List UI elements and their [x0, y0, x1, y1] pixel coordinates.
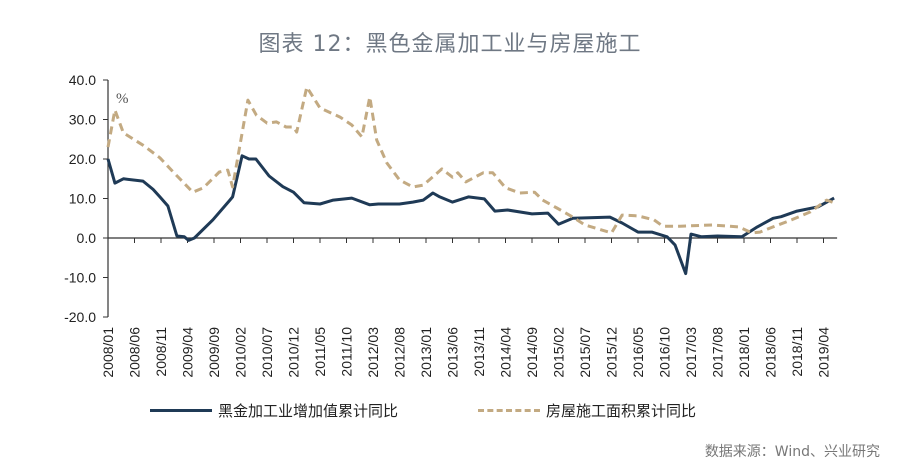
- x-tick-label: 2017/03: [683, 327, 699, 378]
- legend-label: 黑金加工业增加值累计同比: [218, 402, 399, 420]
- data-source-note: 数据来源：Wind、兴业研究: [704, 444, 880, 460]
- y-tick-label: -20.0: [64, 309, 96, 325]
- x-tick-label: 2016/10: [657, 327, 673, 378]
- y-tick-label: 20.0: [69, 151, 96, 167]
- legend-label: 房屋施工面积累计同比: [546, 402, 697, 420]
- legend-swatch-solid: [150, 409, 212, 412]
- x-tick-label: 2008/01: [100, 327, 116, 378]
- x-tick-label: 2013/06: [445, 327, 461, 378]
- x-tick-label: 2018/11: [789, 327, 805, 377]
- x-tick-label: 2015/07: [577, 327, 593, 378]
- series-line-ferrous-metal-value-added: [106, 154, 835, 276]
- legend: 黑金加工业增加值累计同比 房屋施工面积累计同比: [0, 400, 900, 422]
- y-tick-label: 10.0: [69, 191, 96, 207]
- x-tick-label: 2014/04: [498, 327, 514, 378]
- y-tick-label: 40.0: [69, 72, 96, 88]
- x-tick-label: 2010/12: [286, 327, 302, 378]
- x-tick-label: 2019/04: [816, 327, 832, 378]
- x-tick-label: 2015/02: [551, 327, 567, 378]
- x-tick-label: 2016/05: [630, 327, 646, 378]
- chart-title: 图表 12：黑色金属加工业与房屋施工: [258, 32, 642, 57]
- x-tick-label: 2015/12: [604, 327, 620, 378]
- x-tick-label: 2012/03: [365, 327, 381, 378]
- y-tick-label: -10.0: [64, 270, 96, 286]
- x-tick-label: 2008/06: [127, 327, 143, 378]
- x-tick-label: 2011/05: [312, 327, 328, 377]
- series-line-floor-space-under-construction: [106, 85, 835, 235]
- y-tick-label: 30.0: [69, 112, 96, 128]
- x-tick-label: 2009/04: [180, 327, 196, 378]
- y-axis-unit-label: %: [116, 91, 129, 107]
- legend-item-construction: 房屋施工面积累计同比: [478, 400, 696, 421]
- x-tick-label: 2018/06: [763, 327, 779, 378]
- legend-swatch-dashed: [478, 409, 540, 412]
- x-tick-label: 2018/01: [736, 327, 752, 378]
- y-tick-label: 0.0: [77, 230, 97, 246]
- x-tick-label: 2013/11: [471, 327, 487, 377]
- x-tick-label: 2008/11: [153, 327, 169, 377]
- legend-item-ferrous: 黑金加工业增加值累计同比: [150, 400, 398, 421]
- x-tick-label: 2014/09: [524, 327, 540, 378]
- x-tick-label: 2012/08: [392, 327, 408, 378]
- x-tick-label: 2013/01: [418, 327, 434, 378]
- x-tick-label: 2011/10: [339, 327, 355, 377]
- x-tick-label: 2010/02: [233, 327, 249, 378]
- x-tick-label: 2017/08: [710, 327, 726, 378]
- x-tick-label: 2010/07: [259, 327, 275, 378]
- x-tick-label: 2009/09: [206, 327, 222, 378]
